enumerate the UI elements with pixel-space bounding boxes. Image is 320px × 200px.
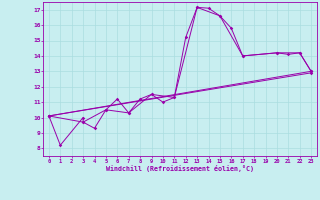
X-axis label: Windchill (Refroidissement éolien,°C): Windchill (Refroidissement éolien,°C)	[106, 165, 254, 172]
